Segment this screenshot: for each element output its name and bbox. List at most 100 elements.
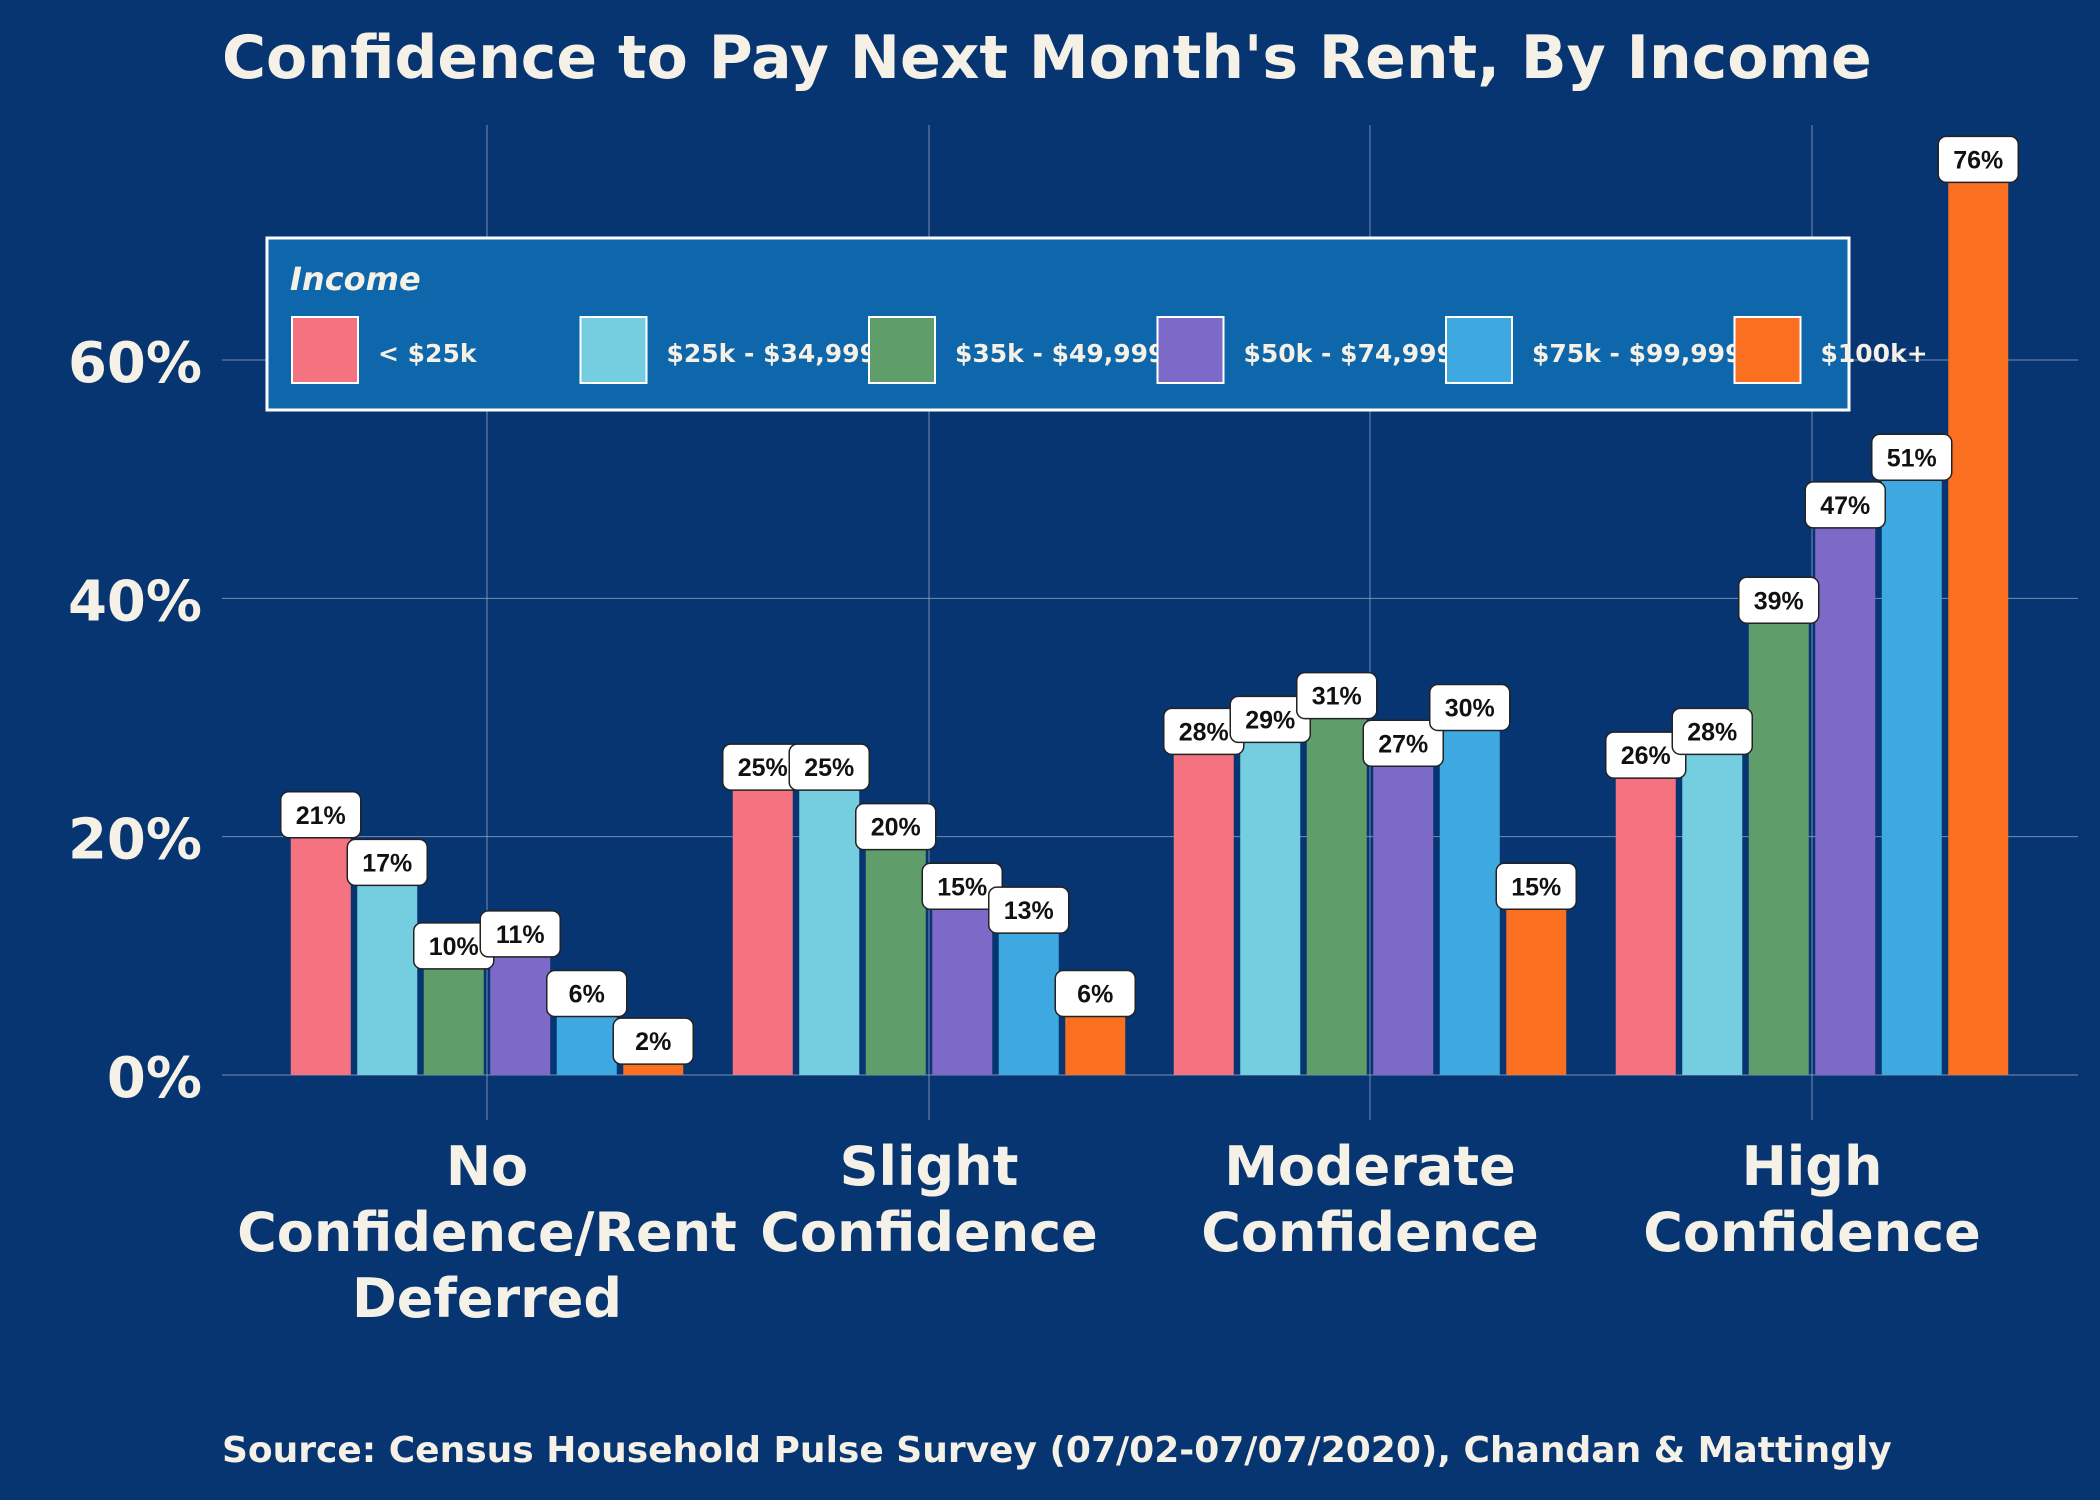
data-label-box xyxy=(921,862,1003,910)
data-label: 31% xyxy=(1312,683,1362,711)
bar xyxy=(1682,741,1743,1075)
bar xyxy=(1306,705,1367,1075)
data-label-box xyxy=(1429,683,1511,732)
data-label-box xyxy=(1871,433,1953,481)
bar xyxy=(1815,514,1876,1075)
bar xyxy=(865,836,926,1075)
legend-box xyxy=(265,236,1851,412)
data-label: 39% xyxy=(1754,587,1804,615)
legend-label: $50k - $74,999 xyxy=(1244,339,1454,368)
x-category-label: Confidence xyxy=(1643,1201,1981,1264)
data-label: 2% xyxy=(635,1028,671,1056)
legend-label: $35k - $49,999 xyxy=(955,339,1165,368)
bar xyxy=(1506,896,1567,1075)
legend-swatch xyxy=(579,316,648,384)
data-label: 21% xyxy=(296,802,346,830)
legend-label: < $25k xyxy=(378,339,478,368)
data-label: 51% xyxy=(1887,444,1937,472)
data-label: 26% xyxy=(1621,742,1671,770)
bar xyxy=(932,896,993,1075)
data-label-box xyxy=(1229,695,1311,744)
data-label: 13% xyxy=(1004,897,1054,925)
y-tick-label: 0% xyxy=(107,1046,202,1111)
data-label-box xyxy=(1671,707,1753,756)
x-category-label: Confidence/Rent xyxy=(237,1201,737,1264)
legend-swatch xyxy=(1733,316,1802,384)
legend: Income < $25k $25k - $34,999 $35k - $49,999… xyxy=(265,236,1928,412)
text-layer: Confidence to Pay Next Month's Rent, By … xyxy=(68,23,1981,1471)
data-label-box xyxy=(546,969,628,1018)
chart-source: Source: Census Household Pulse Survey (0… xyxy=(222,1430,1892,1471)
x-category-label: High xyxy=(1742,1135,1883,1198)
bar xyxy=(1615,765,1676,1075)
data-label-box xyxy=(1296,671,1378,720)
bar xyxy=(357,872,418,1075)
data-label-box xyxy=(1804,481,1886,529)
bar xyxy=(1881,467,1942,1075)
data-label: 6% xyxy=(1077,981,1113,1009)
bar xyxy=(732,777,793,1075)
data-label-box xyxy=(346,838,428,887)
x-category-label: Slight xyxy=(840,1135,1019,1198)
bar xyxy=(1748,610,1809,1075)
x-category-label: Confidence xyxy=(1201,1201,1539,1264)
bar xyxy=(799,777,860,1075)
data-label-box xyxy=(1054,969,1136,1018)
y-tick-label: 60% xyxy=(68,331,202,396)
bar xyxy=(290,824,351,1075)
data-label: 25% xyxy=(738,754,788,782)
bar xyxy=(1373,753,1434,1075)
data-label-box xyxy=(612,1017,694,1065)
data-label: 17% xyxy=(362,849,412,877)
data-label: 28% xyxy=(1179,718,1229,746)
bar xyxy=(1173,741,1234,1075)
data-label: 29% xyxy=(1245,706,1295,734)
data-label-box xyxy=(1362,719,1444,767)
chart-title: Confidence to Pay Next Month's Rent, By … xyxy=(222,23,1872,93)
data-label-box xyxy=(479,910,561,958)
legend-swatch xyxy=(1445,316,1513,384)
legend-label: $100k+ xyxy=(1821,339,1928,368)
legend-swatch xyxy=(868,316,936,384)
data-label: 10% xyxy=(429,933,479,961)
data-label-box xyxy=(855,802,937,851)
bar xyxy=(423,955,484,1075)
legend-title: Income xyxy=(290,260,421,298)
legend-label: $75k - $99,999 xyxy=(1532,339,1742,368)
x-category-label: Deferred xyxy=(352,1267,622,1330)
bar-layer xyxy=(290,169,2009,1076)
data-label-layer: 21% 25% 28% 26% 17% 25% 29% 28% 10% 20% 31% 39% 11% 1… xyxy=(280,135,2019,1065)
bar xyxy=(1948,169,2009,1076)
bar xyxy=(490,943,551,1075)
bar xyxy=(998,920,1059,1075)
y-tick-label: 40% xyxy=(68,569,202,634)
data-label-box xyxy=(1495,862,1577,910)
data-label: 11% xyxy=(496,921,545,949)
x-category-label: No xyxy=(446,1135,528,1198)
data-label: 25% xyxy=(804,754,854,782)
data-label-box xyxy=(988,886,1070,934)
x-category-label: Moderate xyxy=(1224,1135,1516,1198)
data-label-box xyxy=(1937,135,2019,184)
data-label: 15% xyxy=(1511,873,1561,901)
data-label: 27% xyxy=(1378,730,1428,758)
legend-swatch xyxy=(291,316,359,384)
data-label: 47% xyxy=(1820,492,1870,520)
data-label-box xyxy=(788,743,870,791)
legend-swatch xyxy=(1156,316,1225,384)
data-label: 76% xyxy=(1953,146,2003,174)
data-label: 30% xyxy=(1445,695,1495,723)
data-label: 15% xyxy=(937,873,987,901)
data-label-box xyxy=(1605,731,1687,779)
legend-label: $25k - $34,999 xyxy=(667,339,877,368)
data-label-box xyxy=(280,791,362,839)
bar xyxy=(1240,729,1301,1075)
x-category-label: Confidence xyxy=(760,1201,1098,1264)
data-label-box xyxy=(1738,576,1820,624)
bar xyxy=(1439,717,1500,1075)
data-label: 6% xyxy=(569,981,605,1009)
y-tick-label: 20% xyxy=(68,808,202,873)
data-label: 20% xyxy=(871,814,921,842)
data-label: 28% xyxy=(1687,718,1737,746)
